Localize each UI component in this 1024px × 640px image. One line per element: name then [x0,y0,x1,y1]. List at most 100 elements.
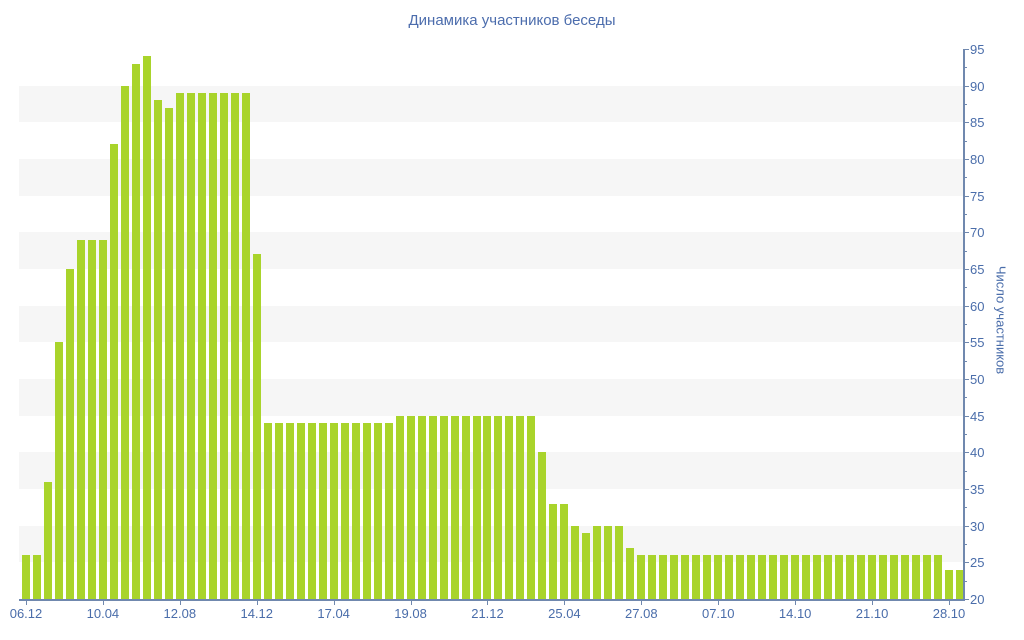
bar[interactable] [87,239,96,599]
bar[interactable] [54,342,63,599]
bar[interactable] [263,422,272,599]
bar[interactable] [736,554,745,599]
bar[interactable] [747,554,756,599]
bar[interactable] [703,554,712,599]
bar[interactable] [538,452,547,599]
bar[interactable] [142,56,151,599]
bar[interactable] [274,422,283,599]
bar[interactable] [461,415,470,599]
bar[interactable] [813,554,822,599]
bar[interactable] [450,415,459,599]
bar[interactable] [241,92,250,599]
bar[interactable] [186,92,195,599]
bar[interactable] [934,554,942,599]
x-tick [872,601,874,605]
bar[interactable] [560,503,569,599]
bar[interactable] [109,144,118,599]
bar[interactable] [98,239,107,599]
bar[interactable] [76,239,85,599]
bar[interactable] [615,525,624,599]
bar[interactable] [131,63,140,599]
x-tick [487,601,489,605]
bar[interactable] [120,85,129,599]
y-minor-tick [963,213,967,215]
bar[interactable] [395,415,404,599]
bar[interactable] [153,100,162,599]
bar[interactable] [912,554,921,599]
bar[interactable] [384,422,393,599]
x-tick-label: 28.10 [932,606,966,621]
bar[interactable] [955,569,963,599]
bar[interactable] [670,554,679,599]
bar[interactable] [780,554,789,599]
bar[interactable] [428,415,437,599]
bar[interactable] [362,422,371,599]
bar[interactable] [659,554,668,599]
bar[interactable] [571,525,580,599]
bar[interactable] [197,92,206,599]
y-tick [963,415,969,417]
bar[interactable] [329,422,338,599]
bar[interactable] [626,547,635,599]
bar[interactable] [32,554,41,599]
y-minor-tick [963,67,967,69]
bar[interactable] [824,554,833,599]
bar[interactable] [351,422,360,599]
bar[interactable] [516,415,525,599]
bar[interactable] [604,525,613,599]
bar[interactable] [494,415,503,599]
bar[interactable] [593,525,602,599]
bar[interactable] [901,554,910,599]
bar[interactable] [857,554,866,599]
bar[interactable] [472,415,481,599]
bar[interactable] [681,554,690,599]
bar[interactable] [944,569,953,599]
bar[interactable] [43,481,52,599]
bar[interactable] [22,554,30,599]
bar[interactable] [373,422,382,599]
bar[interactable] [164,107,173,599]
bar[interactable] [307,422,316,599]
bar[interactable] [879,554,888,599]
bar[interactable] [890,554,899,599]
x-tick [795,601,797,605]
bar[interactable] [758,554,767,599]
bar[interactable] [725,554,734,599]
bar[interactable] [65,268,74,599]
y-tick-label: 25 [970,555,985,571]
x-tick-label: 10.04 [86,606,120,621]
bar[interactable] [802,554,811,599]
bar[interactable] [219,92,228,599]
x-axis-line [19,599,965,601]
y-tick [963,48,969,50]
bar[interactable] [714,554,723,599]
bar[interactable] [868,554,877,599]
bar[interactable] [692,554,701,599]
bar[interactable] [417,415,426,599]
bar[interactable] [769,554,778,599]
bar[interactable] [296,422,305,599]
bar[interactable] [648,554,657,599]
bar[interactable] [483,415,492,599]
bar[interactable] [637,554,646,599]
y-minor-tick [963,250,967,252]
bar[interactable] [318,422,327,599]
bar[interactable] [252,254,261,599]
bar[interactable] [835,554,844,599]
bar[interactable] [208,92,217,599]
bar[interactable] [406,415,415,599]
bar[interactable] [791,554,800,599]
bar[interactable] [175,92,184,599]
bar[interactable] [230,92,239,599]
bar[interactable] [340,422,349,599]
bar[interactable] [439,415,448,599]
bar[interactable] [527,415,536,599]
bar[interactable] [285,422,294,599]
bar[interactable] [582,532,591,599]
bar[interactable] [846,554,855,599]
bar[interactable] [505,415,514,599]
bar[interactable] [549,503,558,599]
bar[interactable] [923,554,932,599]
y-tick-label: 20 [970,592,985,607]
x-tick-label: 06.12 [9,606,43,621]
